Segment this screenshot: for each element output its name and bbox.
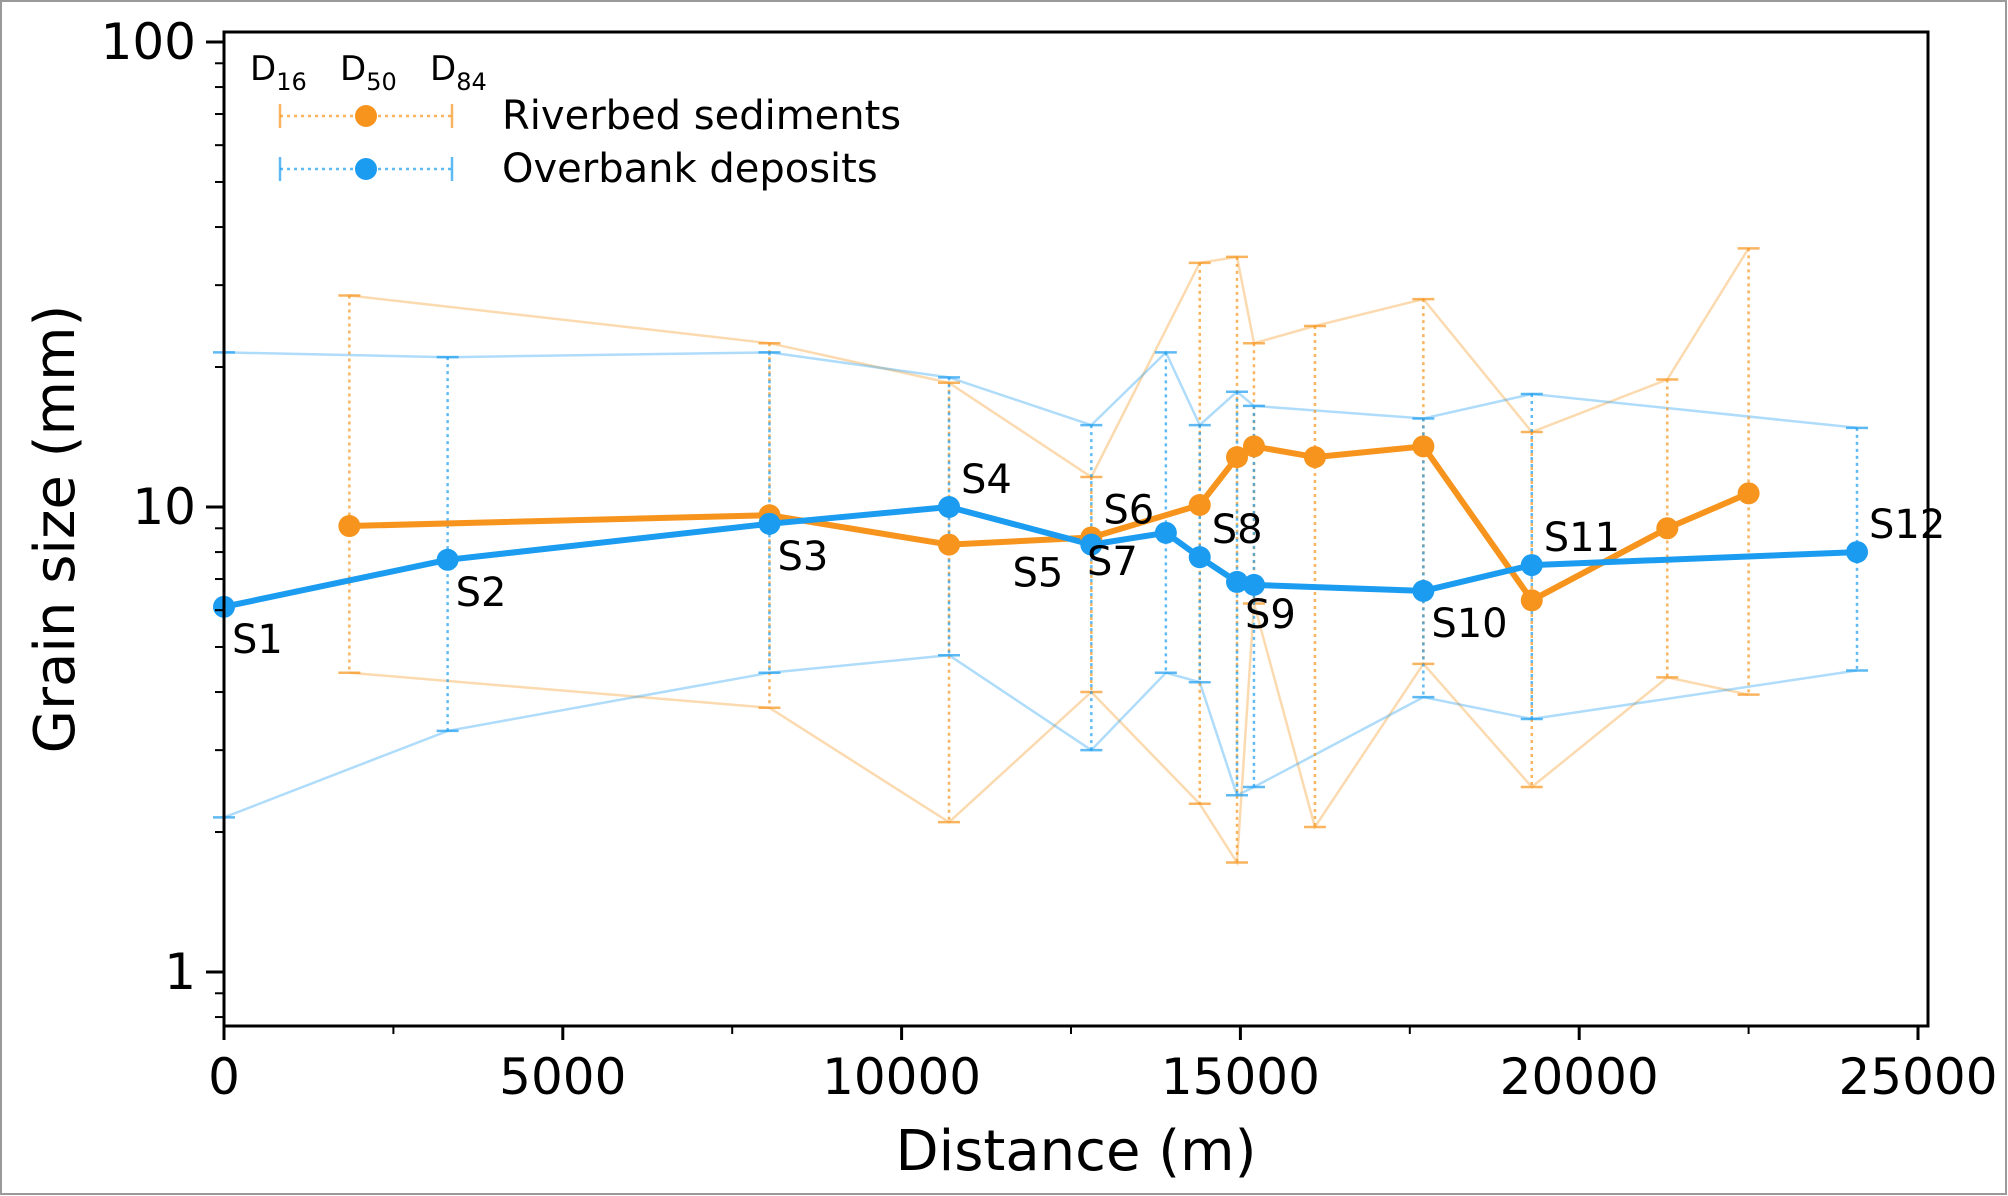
site-labels-layer: S1 S2 S3 S4 S5 S6 S7 S8 S9 S10 S11 S12 [232,457,1945,663]
x-tick-label: 10000 [822,1048,981,1106]
site-label-s5: S5 [1012,551,1063,597]
legend-overbank-label: Overbank deposits [502,146,878,192]
overbank-d84-line [223,350,1858,430]
site-label-s9: S9 [1245,592,1296,638]
site-label-s4: S4 [961,457,1012,503]
riverbed-point [1226,446,1249,469]
x-tick-label: 20000 [1500,1048,1659,1106]
riverbed-point [938,533,961,556]
riverbed-point [1520,589,1543,612]
range-lines-layer [223,247,1858,867]
site-label-s3: S3 [777,534,828,580]
legend-overbank-marker [355,158,377,180]
riverbed-d16-line [349,603,1749,867]
x-axis-title: Distance (m) [896,1119,1257,1184]
riverbed-point [338,515,361,538]
axes-layer: 0 5000 10000 15000 20000 25000 1 10 100 [101,13,1998,1106]
overbank-point [938,496,961,518]
y-tick-label: 1 [164,943,196,1001]
riverbed-point [1412,435,1435,458]
overbank-point [1226,570,1249,593]
overbank-point [1188,546,1211,569]
overbank-point [1242,573,1265,596]
site-label-s2: S2 [456,570,507,616]
y-tick-label: 100 [101,13,196,71]
site-label-s10: S10 [1431,601,1507,647]
overbank-point [758,512,781,535]
overbank-point [1154,521,1177,544]
site-label-s1: S1 [232,617,283,663]
legend-riverbed-label: Riverbed sediments [502,93,901,139]
overbank-d50-line [223,504,1858,610]
riverbed-d84-line [349,247,1750,479]
overbank-point [1412,579,1435,602]
legend-riverbed-marker [355,105,377,127]
x-tick-label: 25000 [1838,1048,1997,1106]
site-label-s8: S8 [1212,507,1263,553]
overbank-point [1080,533,1103,556]
site-label-s12: S12 [1869,502,1945,548]
site-label-s11: S11 [1544,515,1620,561]
x-tick-label: 5000 [499,1048,626,1106]
site-label-s6: S6 [1103,487,1154,533]
x-tick-label: 15000 [1161,1048,1320,1106]
y-tick-label: 10 [132,478,196,536]
riverbed-point [1242,435,1265,458]
y-axis-title: Grain size (mm) [23,305,88,754]
riverbed-point [1303,446,1326,469]
points-layer [213,435,1869,618]
overbank-point [436,548,459,571]
riverbed-point [1656,517,1679,540]
overbank-point [1846,541,1869,564]
legend-header-d16: D16 [250,49,307,96]
overbank-point [1520,554,1543,577]
overbank-d16-line [223,653,1858,819]
site-label-s7: S7 [1087,539,1138,585]
riverbed-point [1188,493,1211,516]
x-tick-label: 0 [208,1048,240,1106]
riverbed-point [1737,482,1760,505]
